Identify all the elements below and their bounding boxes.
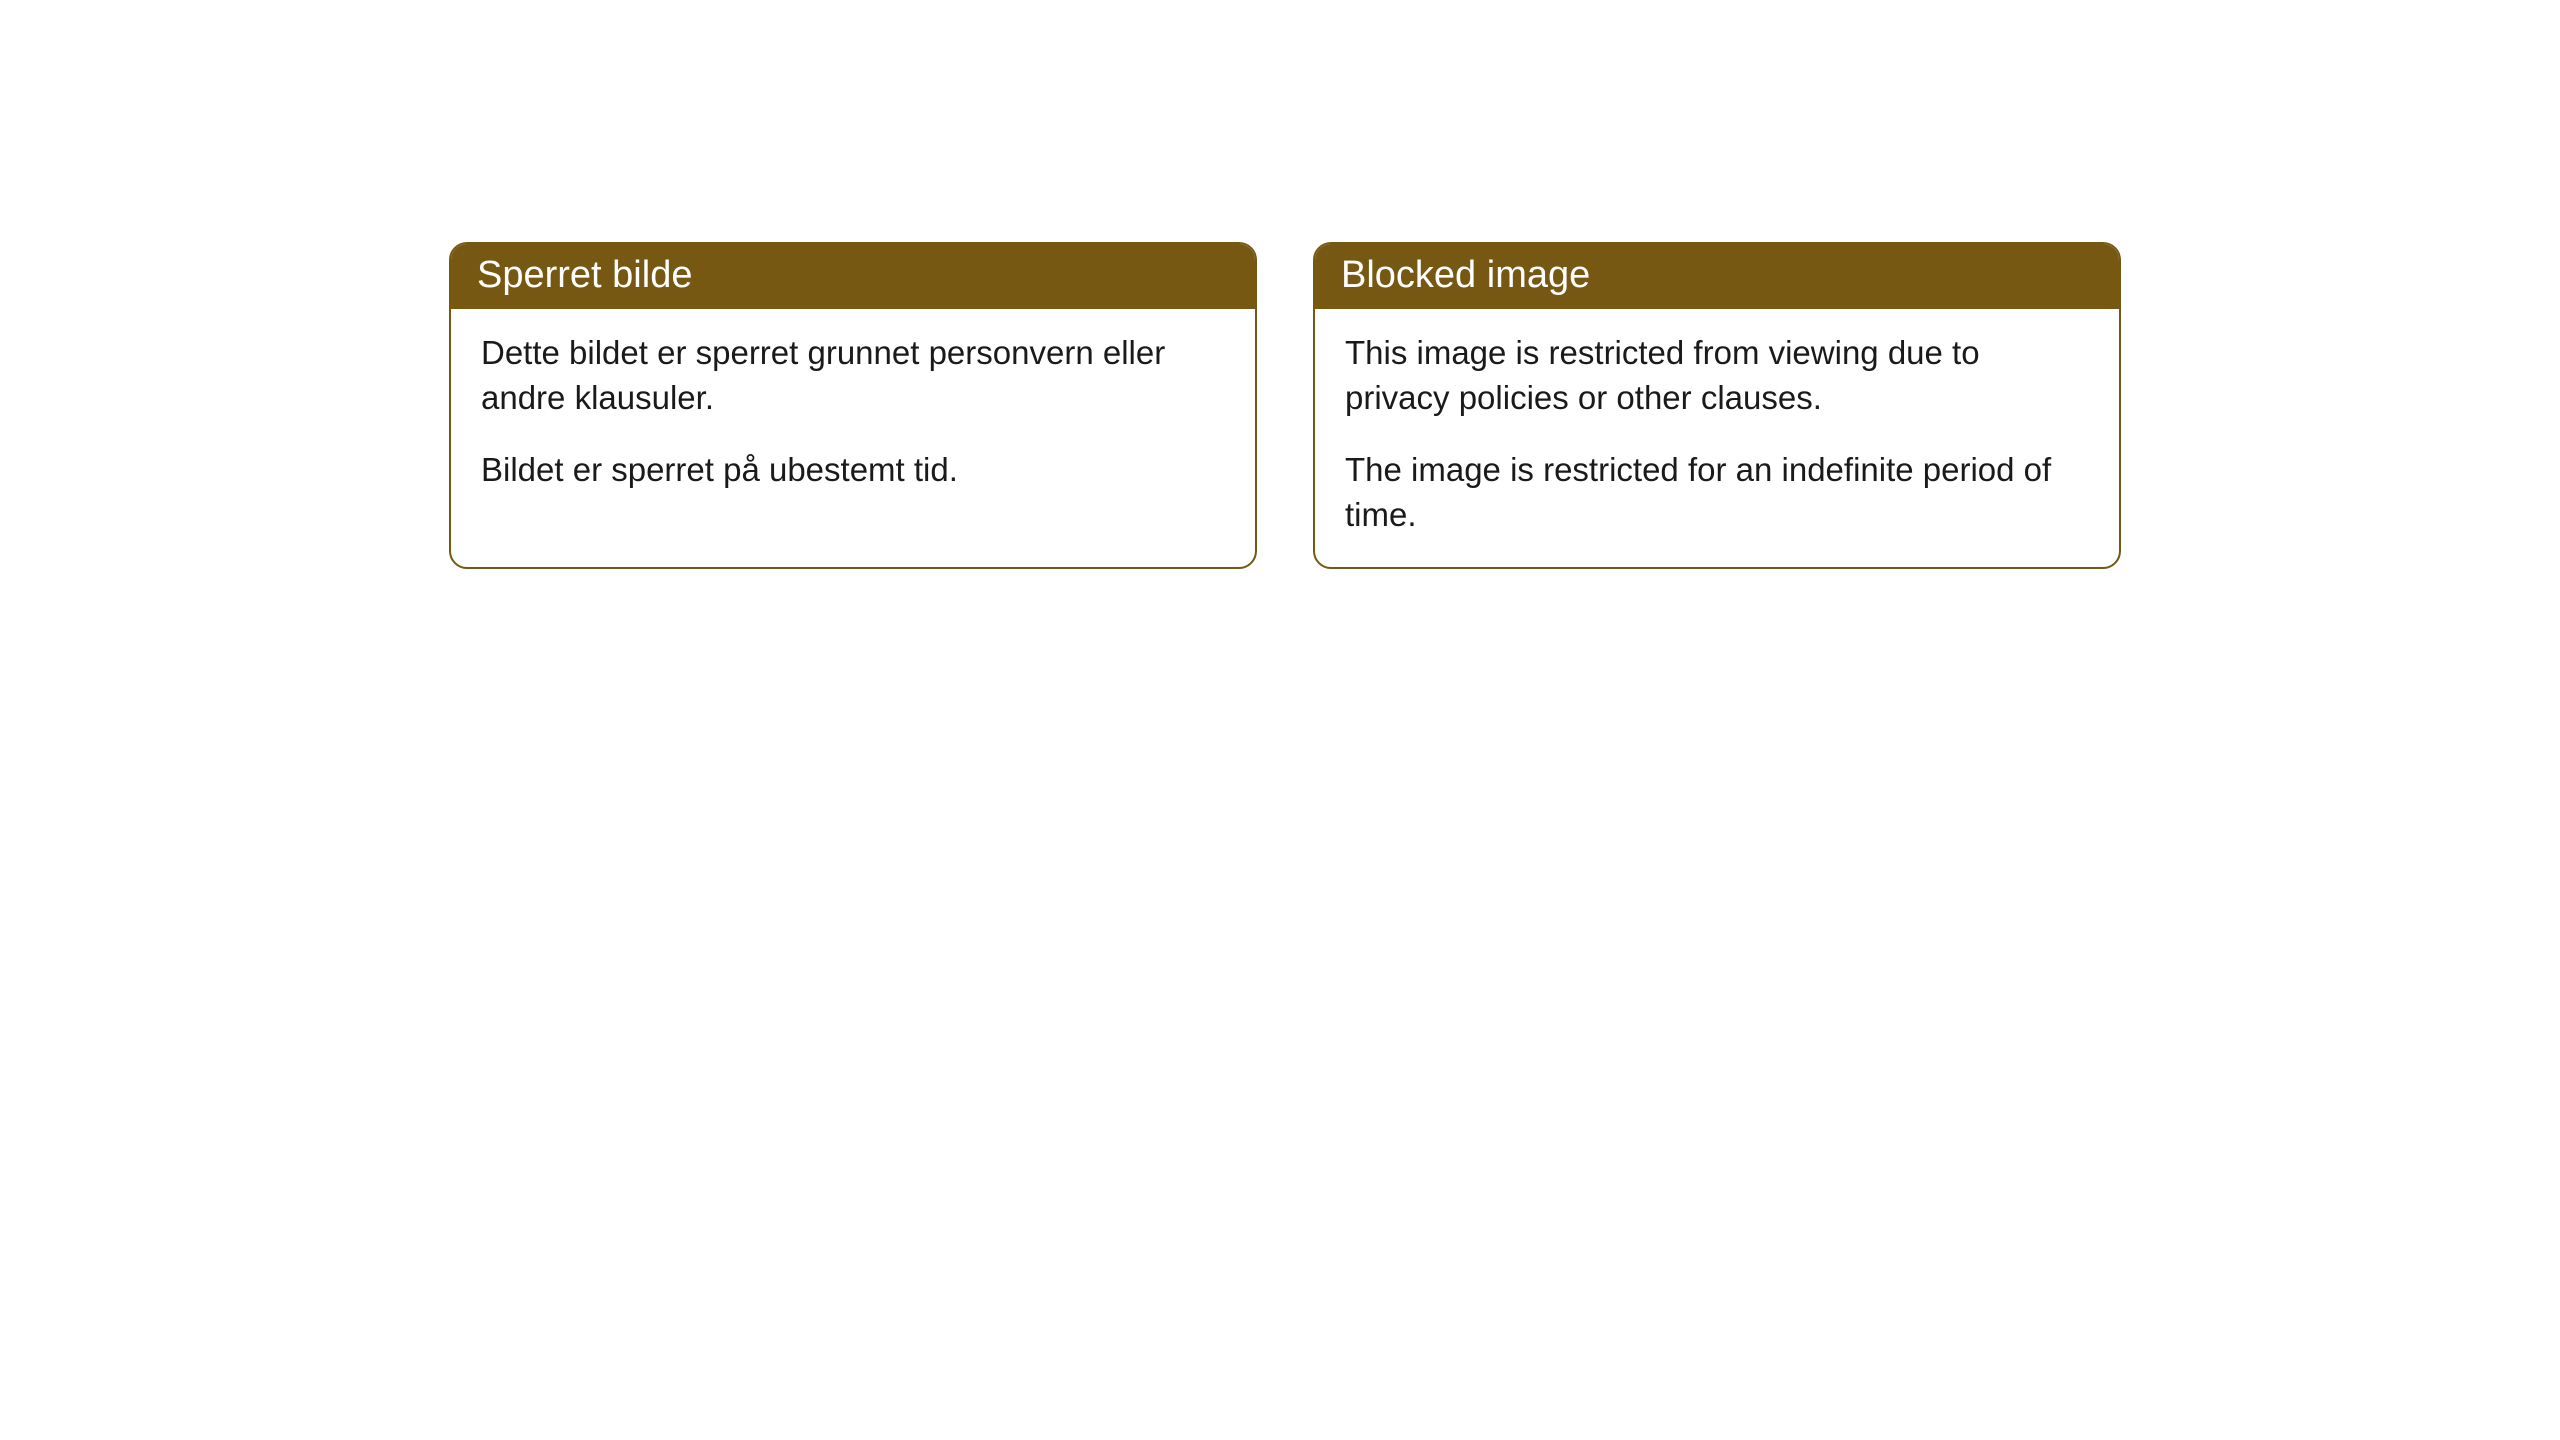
- blocked-image-card-en: Blocked image This image is restricted f…: [1313, 242, 2121, 569]
- card-para1-en: This image is restricted from viewing du…: [1345, 331, 2089, 420]
- card-header-en: Blocked image: [1315, 244, 2119, 309]
- card-para2-en: The image is restricted for an indefinit…: [1345, 448, 2089, 537]
- card-para2-no: Bildet er sperret på ubestemt tid.: [481, 448, 1225, 493]
- card-para1-no: Dette bildet er sperret grunnet personve…: [481, 331, 1225, 420]
- cards-container: Sperret bilde Dette bildet er sperret gr…: [0, 0, 2560, 569]
- card-body-en: This image is restricted from viewing du…: [1315, 309, 2119, 567]
- card-body-no: Dette bildet er sperret grunnet personve…: [451, 309, 1255, 523]
- blocked-image-card-no: Sperret bilde Dette bildet er sperret gr…: [449, 242, 1257, 569]
- card-header-no: Sperret bilde: [451, 244, 1255, 309]
